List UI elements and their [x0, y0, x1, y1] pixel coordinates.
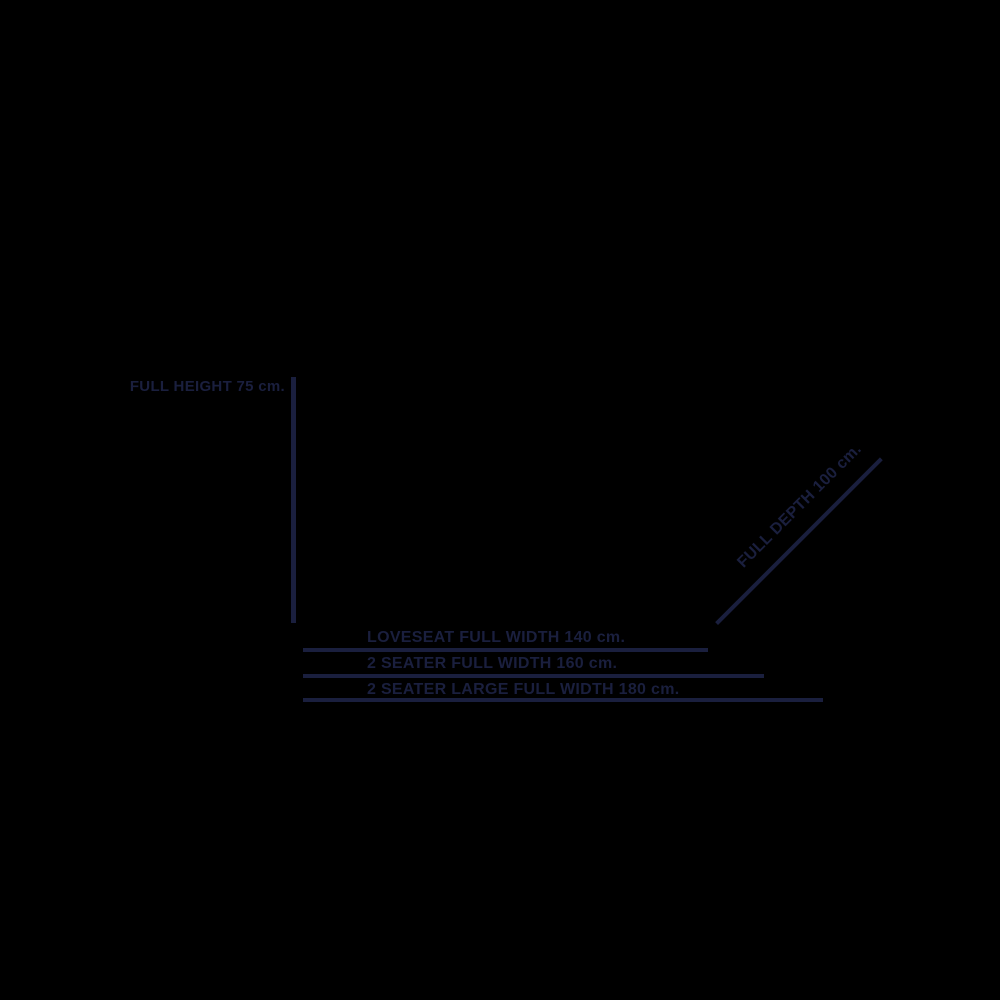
full-height-dimension-line	[291, 377, 296, 623]
full-height-label: FULL HEIGHT 75 cm.	[129, 378, 285, 395]
two-seater-full-width-dimension-line	[303, 674, 764, 678]
loveseat-full-width-label: LOVESEAT FULL WIDTH 140 cm.	[367, 629, 626, 646]
two-seater-full-width-label: 2 SEATER FULL WIDTH 160 cm.	[367, 655, 618, 672]
full-depth-label: FULL DEPTH 100 cm.	[734, 440, 865, 572]
full-depth-dimension-line: FULL DEPTH 100 cm.	[715, 441, 883, 625]
two-seater-large-full-width-label: 2 SEATER LARGE FULL WIDTH 180 cm.	[367, 681, 680, 698]
two-seater-large-full-width-dimension-line	[303, 698, 823, 702]
loveseat-full-width-dimension-line	[303, 648, 708, 652]
